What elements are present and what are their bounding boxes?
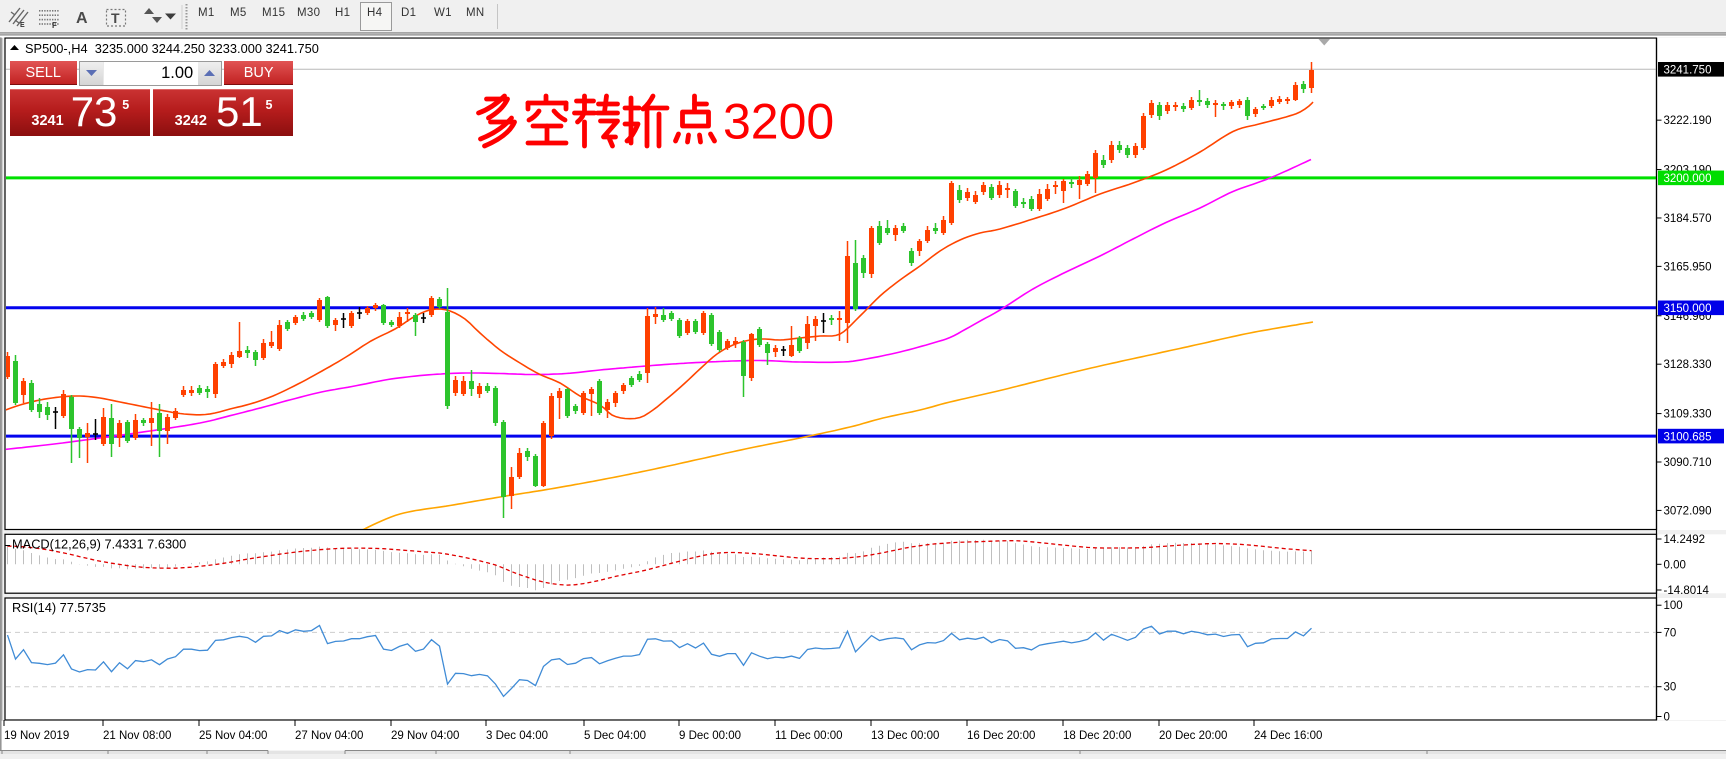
svg-text:3184.570: 3184.570 — [1664, 213, 1712, 225]
svg-text:25 Nov 04:00: 25 Nov 04:00 — [199, 730, 267, 742]
svg-text:3150.000: 3150.000 — [1664, 303, 1712, 315]
svg-text:11 Dec 00:00: 11 Dec 00:00 — [775, 730, 843, 742]
svg-text:3 Dec 04:00: 3 Dec 04:00 — [486, 730, 548, 742]
svg-text:3128.330: 3128.330 — [1664, 359, 1712, 371]
svg-text:19 Nov 2019: 19 Nov 2019 — [4, 730, 69, 742]
svg-text:3165.950: 3165.950 — [1664, 261, 1712, 273]
svg-text:29 Nov 04:00: 29 Nov 04:00 — [391, 730, 459, 742]
svg-text:3200: 3200 — [723, 94, 834, 150]
svg-text:24 Dec 16:00: 24 Dec 16:00 — [1254, 730, 1322, 742]
svg-text:21 Nov 08:00: 21 Nov 08:00 — [103, 730, 171, 742]
svg-text:3090.710: 3090.710 — [1664, 457, 1712, 469]
svg-text:30: 30 — [1664, 682, 1677, 694]
svg-text:RSI(14) 77.5735: RSI(14) 77.5735 — [12, 600, 106, 615]
svg-text:-14.8014: -14.8014 — [1664, 585, 1710, 597]
svg-text:SP500-,H4 3235.000 3244.250 3: SP500-,H4 3235.000 3244.250 3233.000 324… — [25, 41, 319, 56]
svg-text:3241.750: 3241.750 — [1664, 65, 1712, 77]
svg-text:18 Dec 20:00: 18 Dec 20:00 — [1063, 730, 1131, 742]
svg-text:3200.000: 3200.000 — [1664, 173, 1712, 185]
svg-text:3109.330: 3109.330 — [1664, 409, 1712, 421]
svg-text:20 Dec 20:00: 20 Dec 20:00 — [1159, 730, 1227, 742]
svg-text:F: F — [52, 21, 57, 30]
svg-text:3222.190: 3222.190 — [1664, 115, 1712, 127]
svg-text:27 Nov 04:00: 27 Nov 04:00 — [295, 730, 363, 742]
svg-text:A: A — [76, 10, 88, 27]
svg-text:5 Dec 04:00: 5 Dec 04:00 — [584, 730, 646, 742]
svg-text:9 Dec 00:00: 9 Dec 00:00 — [679, 730, 741, 742]
svg-text:100: 100 — [1664, 600, 1683, 612]
svg-text:3072.090: 3072.090 — [1664, 505, 1712, 517]
svg-text:MACD(12,26,9) 7.4331 7.6300: MACD(12,26,9) 7.4331 7.6300 — [12, 536, 186, 551]
svg-text:3100.685: 3100.685 — [1664, 431, 1712, 443]
svg-text:E: E — [20, 22, 25, 29]
svg-text:13 Dec 00:00: 13 Dec 00:00 — [871, 730, 939, 742]
svg-text:0.00: 0.00 — [1664, 559, 1686, 571]
svg-text:16 Dec 20:00: 16 Dec 20:00 — [967, 730, 1035, 742]
svg-text:0: 0 — [1664, 712, 1670, 724]
svg-text:T: T — [111, 10, 120, 26]
svg-text:14.2492: 14.2492 — [1664, 534, 1706, 546]
svg-text:70: 70 — [1664, 627, 1677, 639]
